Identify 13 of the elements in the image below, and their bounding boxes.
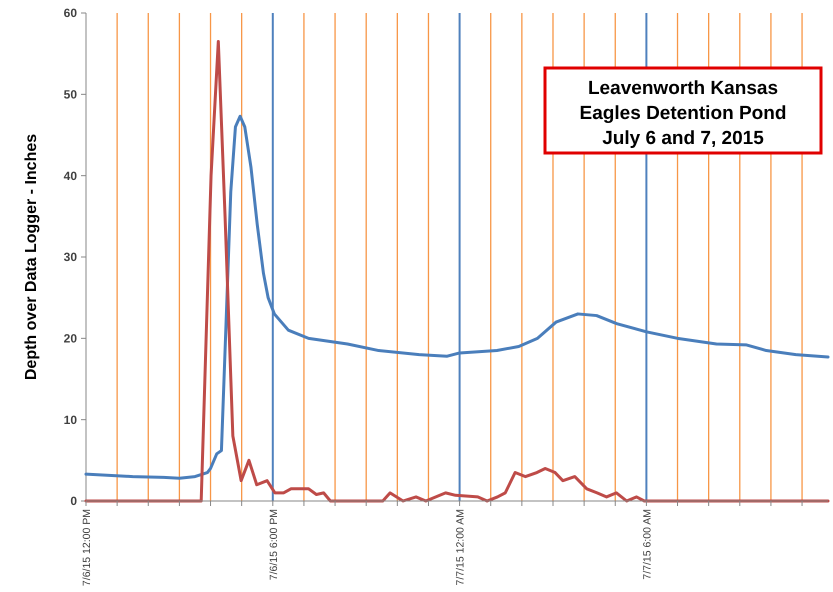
y-tick-label: 10 [64, 412, 78, 427]
text: Leavenworth Kansas Eagles Detention Pond July 6 and 7, 2015 [580, 78, 786, 149]
y-tick-label: 40 [64, 168, 78, 183]
x-tick-label: 7/7/15 6:00 AM [641, 509, 654, 580]
y-tick-label: 60 [64, 6, 78, 20]
x-tick-label: 7/6/15 6:00 PM [268, 509, 280, 580]
x-tick-label: 7/6/15 12:00 PM [81, 509, 93, 586]
x-tick-label: 7/7/15 12:00 AM [454, 509, 467, 586]
y-axis-title: Depth over Data Logger - Inches [23, 134, 40, 380]
y-tick-label: 30 [64, 250, 78, 264]
y-tick-label: 50 [64, 88, 78, 102]
y-tick-label: 20 [64, 332, 78, 346]
y-tick-label: 0 [70, 494, 78, 508]
